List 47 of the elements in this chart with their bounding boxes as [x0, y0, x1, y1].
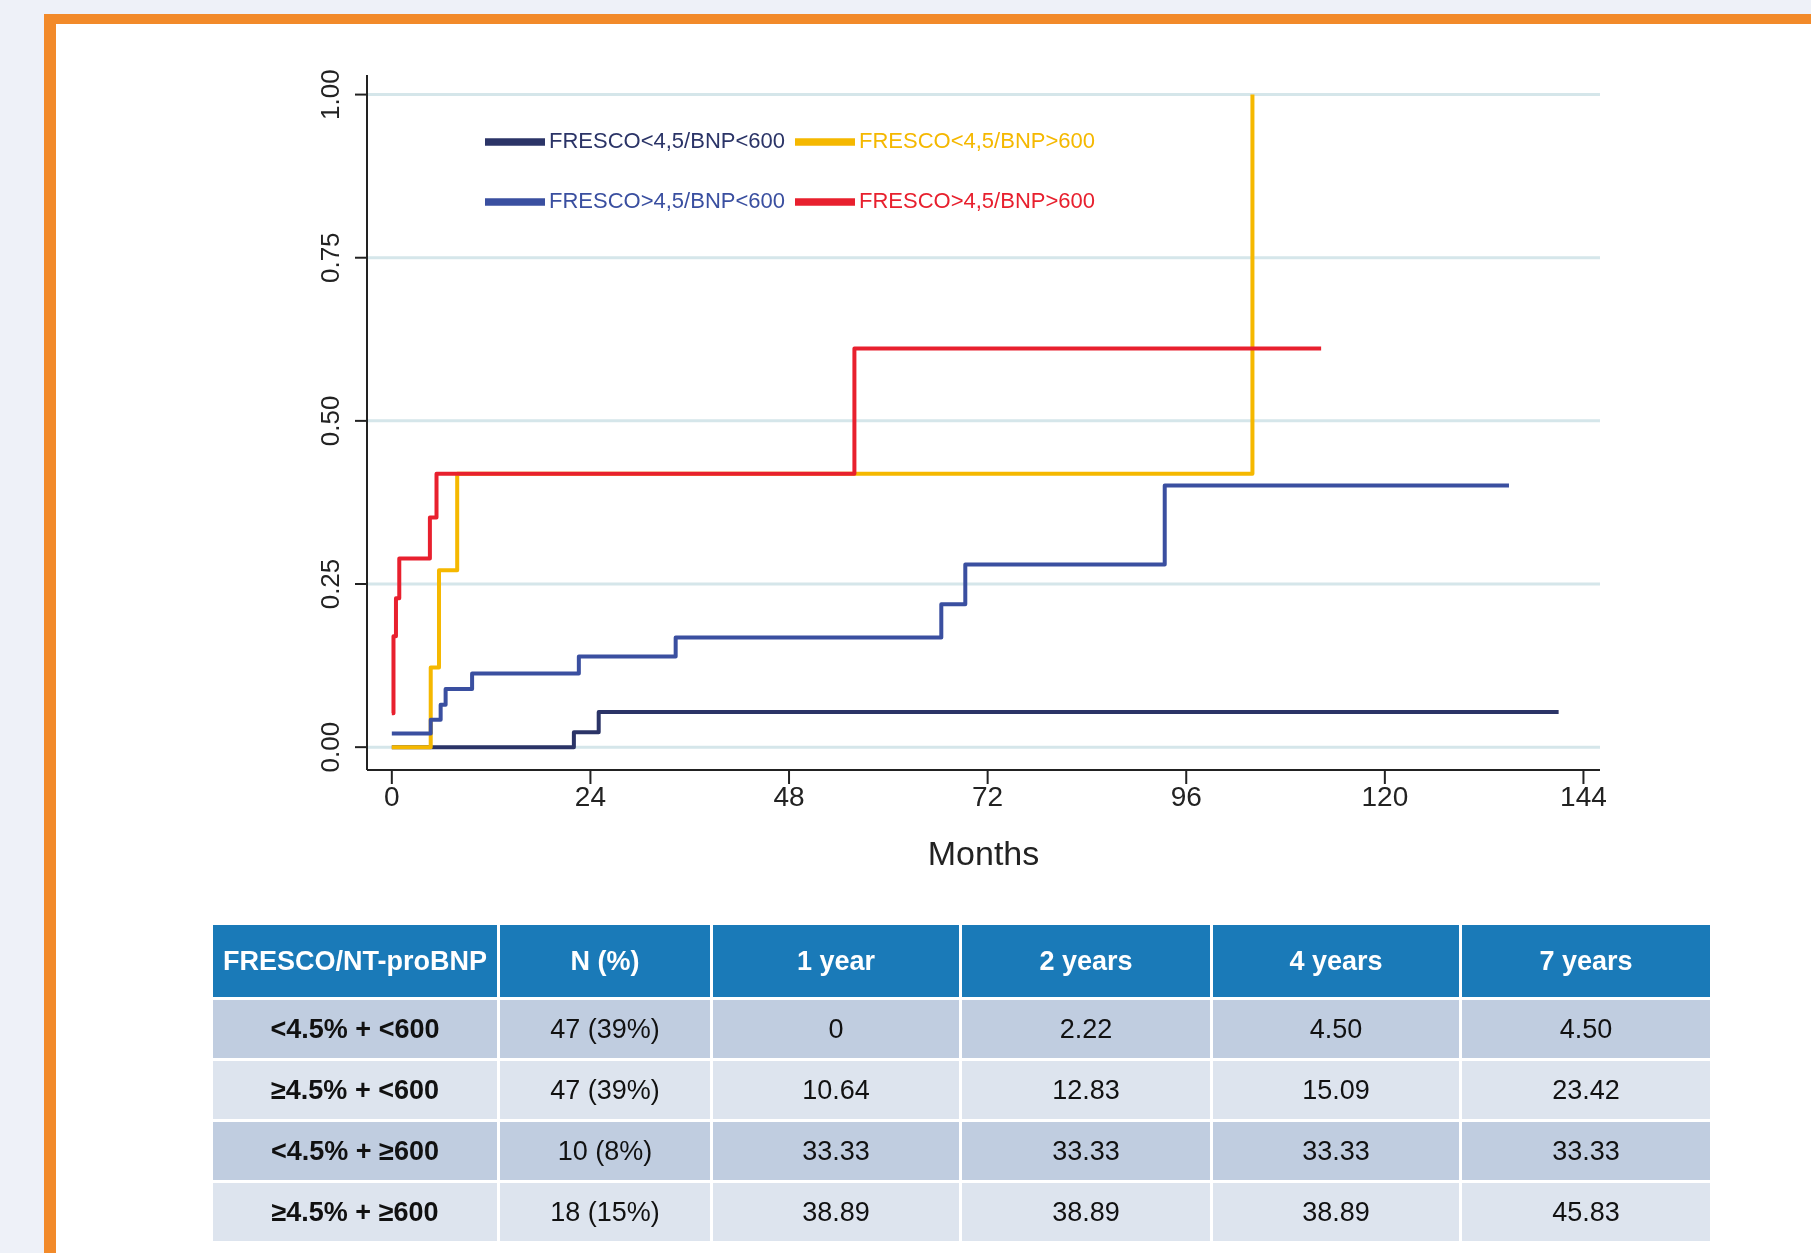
legend-label: FRESCO>4,5/BNP>600	[859, 187, 1096, 213]
legend-label: FRESCO<4,5/BNP<600	[548, 127, 785, 153]
text: 4.50	[1462, 1000, 1710, 1058]
text: 33.33	[1462, 1122, 1710, 1180]
x-tick-label: 48	[773, 780, 805, 812]
x-tick-label: 72	[972, 780, 1004, 812]
legend-label: FRESCO<4,5/BNP>600	[859, 127, 1096, 153]
text: ≥4.5% + <600	[213, 1061, 497, 1119]
text: FRESCO/NT-proBNP	[213, 925, 497, 997]
text: <4.5% + ≥600	[213, 1122, 497, 1180]
text: 33.33	[1213, 1122, 1459, 1180]
text: 47 (39%)	[500, 1000, 710, 1058]
text: 18 (15%)	[500, 1183, 710, 1241]
text: <4.5% + <600	[213, 1000, 497, 1058]
y-tick-label: 0.75	[315, 232, 345, 284]
text: 12.83	[962, 1061, 1210, 1119]
text: 38.89	[713, 1183, 959, 1241]
text: 45.83	[1462, 1183, 1710, 1241]
text: 7 years	[1462, 925, 1710, 997]
x-tick-label: 144	[1560, 780, 1607, 812]
text: 0	[713, 1000, 959, 1058]
y-tick-label: 1.00	[315, 69, 345, 120]
text: ≥4.5% + ≥600	[213, 1183, 497, 1241]
text: 15.09	[1213, 1061, 1459, 1119]
x-tick-label: 24	[574, 780, 607, 812]
text: 4.50	[1213, 1000, 1459, 1058]
x-tick-label: 96	[1170, 780, 1202, 812]
text: 33.33	[713, 1122, 959, 1180]
text: 38.89	[1213, 1183, 1459, 1241]
text: 2 years	[962, 925, 1210, 997]
text: 33.33	[962, 1122, 1210, 1180]
text: 4 years	[1213, 925, 1459, 997]
text: N (%)	[500, 925, 710, 997]
x-axis-title: Months	[927, 834, 1040, 872]
text: 38.89	[962, 1183, 1210, 1241]
text: 47 (39%)	[500, 1061, 710, 1119]
y-tick-label: 0.50	[315, 395, 345, 447]
x-tick-label: 0	[384, 780, 400, 812]
text: 23.42	[1462, 1061, 1710, 1119]
y-tick-label: 0.00	[315, 721, 345, 773]
text: 2.22	[962, 1000, 1210, 1058]
text: 1 year	[713, 925, 959, 997]
x-tick-label: 120	[1361, 780, 1409, 812]
y-tick-label: 0.25	[315, 558, 345, 610]
text: 10 (8%)	[500, 1122, 710, 1180]
legend-label: FRESCO>4,5/BNP<600	[548, 187, 785, 213]
text: 10.64	[713, 1061, 959, 1119]
